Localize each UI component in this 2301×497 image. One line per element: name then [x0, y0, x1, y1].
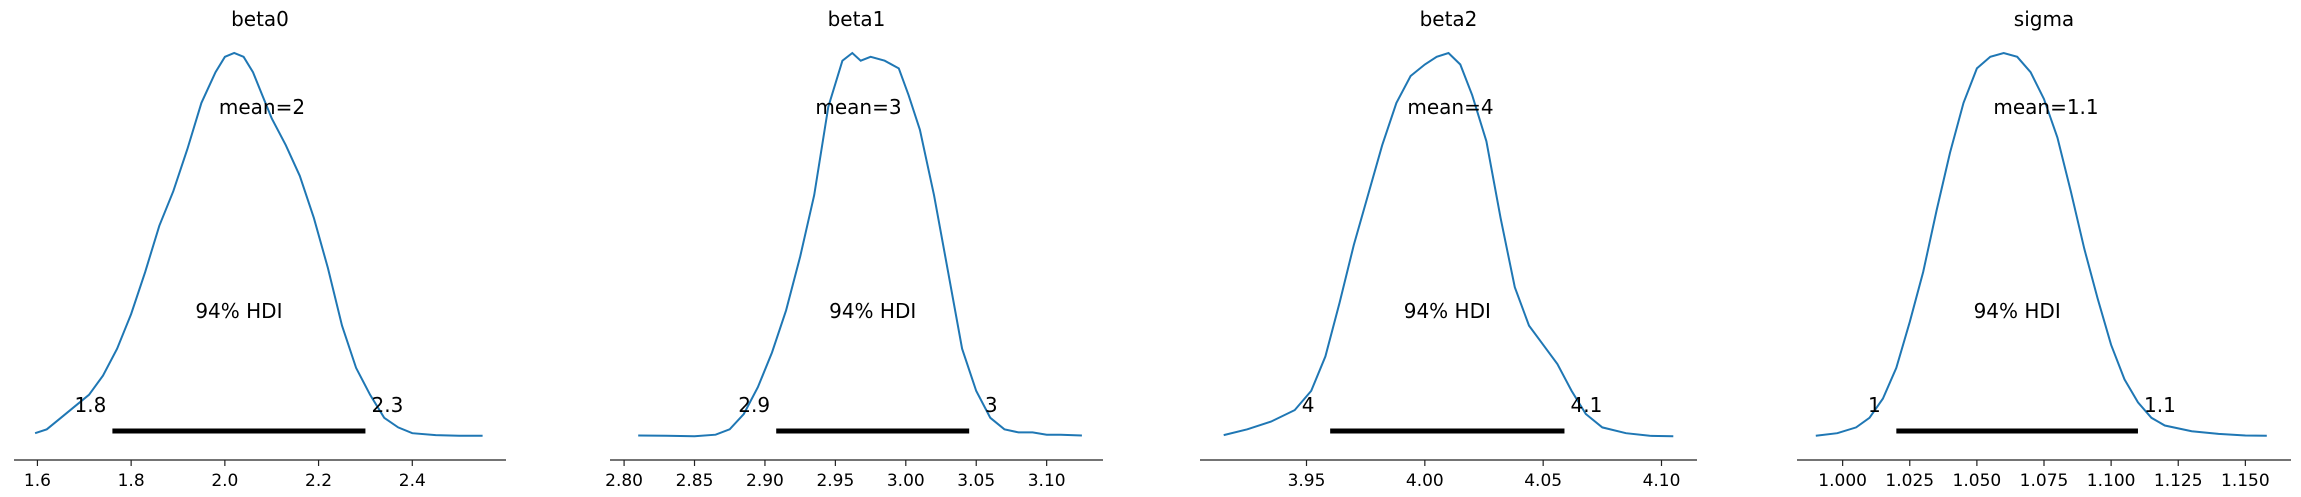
- panel-title: beta0: [231, 7, 289, 31]
- x-tick-label: 1.050: [1953, 471, 2002, 491]
- density-curve: [638, 51, 1082, 438]
- panel-beta2: beta2 mean=4 94% HDI 4 4.1 3.95 4.00 4.05 4.10: [1200, 7, 1697, 491]
- x-tick-label: 2.0: [211, 471, 238, 491]
- density-curve: [1815, 51, 2267, 437]
- x-tick-label: 1.8: [118, 471, 145, 491]
- hdi-lower-label: 2.9: [738, 393, 770, 417]
- x-tick-label: 1.000: [1818, 471, 1867, 491]
- x-tick-label: 3.05: [957, 471, 995, 491]
- x-tick-label: 1.6: [24, 471, 51, 491]
- hdi-lower-label: 1: [1868, 393, 1881, 417]
- panel-title: sigma: [2014, 7, 2074, 31]
- mean-label: mean=1.1: [1993, 95, 2098, 119]
- hdi-lower-label: 4: [1302, 393, 1315, 417]
- x-tick-label: 4.10: [1643, 471, 1681, 491]
- x-tick-label: 2.4: [399, 471, 426, 491]
- hdi-label: 94% HDI: [195, 299, 282, 323]
- x-tick-label: 2.85: [676, 471, 714, 491]
- hdi-upper-label: 1.1: [2144, 393, 2176, 417]
- x-tick-label: 1.150: [2221, 471, 2270, 491]
- x-tick-label: 1.025: [1885, 471, 1934, 491]
- x-tick-label: 1.075: [2020, 471, 2069, 491]
- panel-title: beta2: [1420, 7, 1478, 31]
- mean-label: mean=2: [219, 95, 305, 119]
- x-tick-label: 3.10: [1028, 471, 1066, 491]
- mean-label: mean=4: [1407, 95, 1493, 119]
- hdi-upper-label: 2.3: [372, 393, 404, 417]
- hdi-upper-label: 3: [985, 393, 998, 417]
- density-curve: [1223, 51, 1674, 438]
- x-tick-label: 2.2: [305, 471, 332, 491]
- panel-beta1: beta1 mean=3 94% HDI 2.9 3 2.80 2.85 2.90 2.95 3.…: [605, 7, 1103, 491]
- x-tick-label: 2.80: [605, 471, 643, 491]
- panel-title: beta1: [828, 7, 886, 31]
- hdi-label: 94% HDI: [1404, 299, 1491, 323]
- x-tick-label: 3.00: [887, 471, 925, 491]
- x-tick-label: 2.95: [816, 471, 854, 491]
- mean-label: mean=3: [815, 95, 901, 119]
- x-tick-label: 1.125: [2154, 471, 2203, 491]
- panel-sigma: sigma mean=1.1 94% HDI 1 1.1 1.000 1.025 1.050 1…: [1797, 7, 2291, 491]
- x-tick-label: 4.05: [1524, 471, 1562, 491]
- density-curve: [34, 51, 483, 437]
- panel-beta0: beta0 mean=2 94% HDI 1.8 2.3 1.6 1.8 2.0 2.2 2.4: [14, 7, 506, 491]
- x-tick-label: 2.90: [746, 471, 784, 491]
- x-tick-label: 3.95: [1288, 471, 1326, 491]
- x-tick-label: 1.100: [2087, 471, 2136, 491]
- hdi-upper-label: 4.1: [1571, 393, 1603, 417]
- hdi-lower-label: 1.8: [74, 393, 106, 417]
- hdi-label: 94% HDI: [829, 299, 916, 323]
- x-tick-label: 4.00: [1406, 471, 1444, 491]
- hdi-label: 94% HDI: [1974, 299, 2061, 323]
